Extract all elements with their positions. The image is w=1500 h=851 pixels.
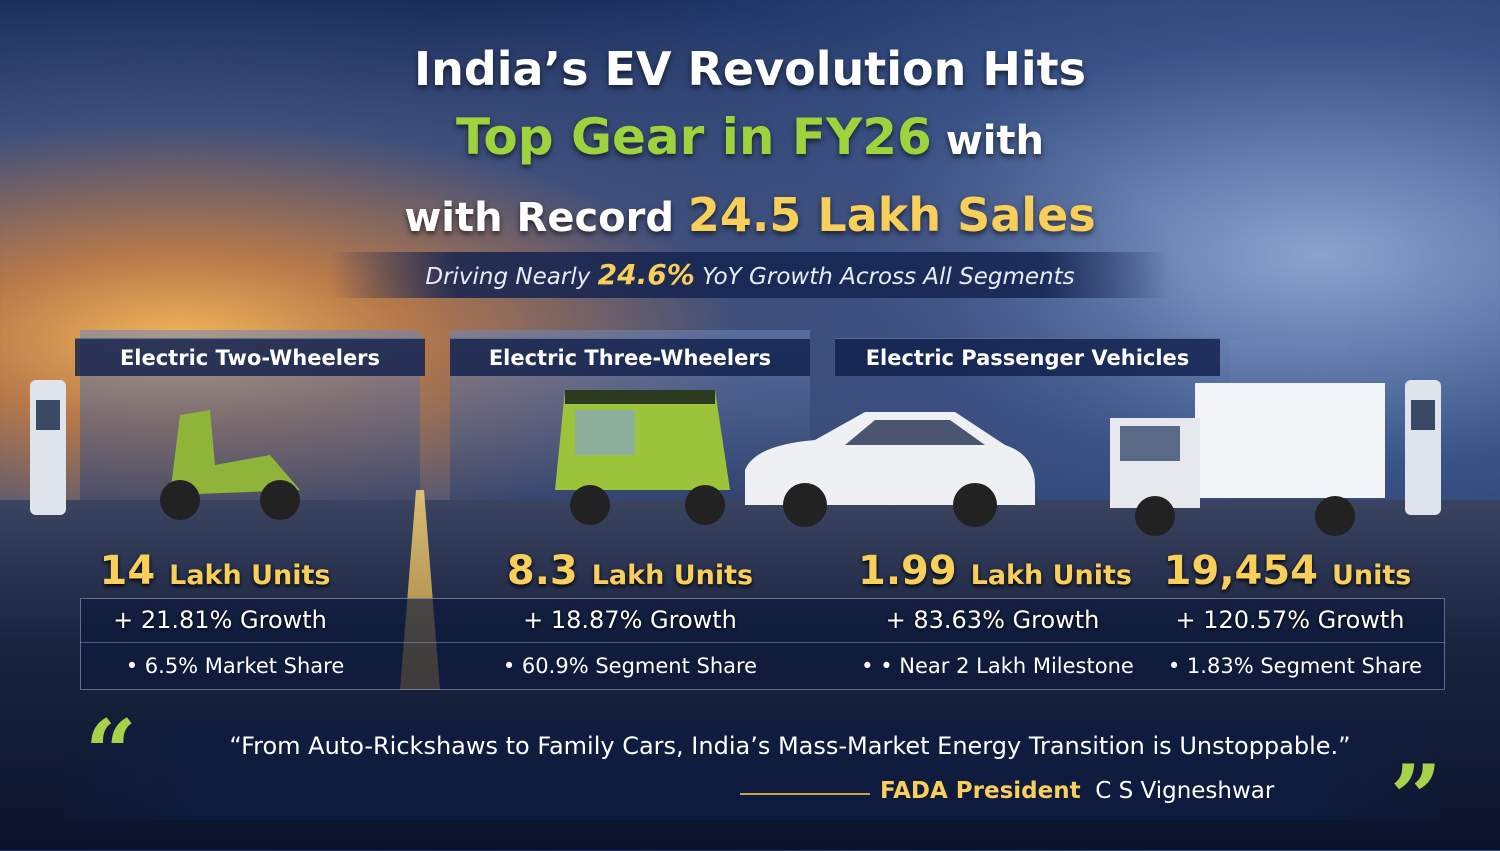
close-quote-icon: ” bbox=[1390, 745, 1442, 851]
category-three-wheelers: Electric Three-Wheelers bbox=[450, 338, 810, 376]
share-passenger: • • Near 2 Lakh Milestone bbox=[861, 654, 1134, 678]
subtitle-prefix: Driving Nearly bbox=[425, 264, 598, 290]
subtitle: Driving Nearly 24.6% YoY Growth Across A… bbox=[330, 252, 1170, 298]
stats-panel bbox=[80, 598, 1445, 690]
charging-station-icon bbox=[30, 380, 66, 515]
headline-sales: 24.5 Lakh Sales bbox=[687, 188, 1096, 242]
category-two-wheelers: Electric Two-Wheelers bbox=[75, 338, 425, 376]
attribution-line bbox=[740, 793, 870, 795]
units-label: Units bbox=[1331, 560, 1412, 591]
quote-band bbox=[60, 720, 1450, 820]
share-two-wheeler: • 6.5% Market Share bbox=[125, 654, 345, 678]
auto-rickshaw-icon bbox=[555, 390, 730, 525]
stat-two-wheeler-units: 14 Lakh Units bbox=[85, 548, 345, 594]
growth-three-wheeler: + 18.87% Growth bbox=[523, 606, 737, 634]
charging-station-icon bbox=[1405, 380, 1441, 515]
units-label: Lakh Units bbox=[169, 560, 331, 591]
headline-suffix: with bbox=[931, 118, 1045, 164]
subtitle-highlight: 24.6% bbox=[597, 258, 695, 291]
divider bbox=[80, 642, 1445, 643]
quote-text: “From Auto-Rickshaws to Family Cars, Ind… bbox=[229, 732, 1351, 760]
headline-highlight: Top Gear in FY26 bbox=[455, 108, 932, 166]
headline-line2: Top Gear in FY26 with bbox=[0, 108, 1500, 166]
quote-attribution: FADA President C S Vigneshwar bbox=[880, 778, 1274, 804]
growth-passenger: + 83.63% Growth bbox=[885, 606, 1100, 634]
electric-car-icon bbox=[745, 412, 1035, 527]
growth-two-wheeler: + 21.81% Growth bbox=[113, 606, 327, 634]
units-value: 8.3 bbox=[506, 548, 578, 594]
growth-commercial: + 120.57% Growth bbox=[1175, 606, 1405, 634]
units-value: 1.99 bbox=[857, 548, 957, 594]
scooter-icon bbox=[160, 410, 300, 520]
share-commercial: • 1.83% Segment Share bbox=[1167, 654, 1423, 678]
units-label: Lakh Units bbox=[970, 560, 1133, 591]
headline-prefix: with Record bbox=[404, 195, 688, 241]
attribution-name: C S Vigneshwar bbox=[1095, 778, 1275, 804]
stat-commercial-units: 19,454 Units bbox=[1155, 548, 1420, 594]
units-value: 14 bbox=[99, 548, 156, 594]
share-three-wheeler: • 60.9% Segment Share bbox=[502, 654, 758, 678]
headline-line3: with Record 24.5 Lakh Sales bbox=[0, 188, 1500, 242]
electric-truck-icon bbox=[1110, 383, 1385, 536]
stat-three-wheeler-units: 8.3 Lakh Units bbox=[490, 548, 770, 594]
units-value: 19,454 bbox=[1163, 548, 1319, 594]
attribution-role: FADA President bbox=[880, 778, 1081, 804]
subtitle-suffix: YoY Growth Across All Segments bbox=[694, 264, 1075, 290]
headline-line1: India’s EV Revolution Hits bbox=[414, 42, 1086, 96]
open-quote-icon: “ bbox=[85, 700, 137, 806]
units-label: Lakh Units bbox=[591, 560, 754, 591]
category-passenger-vehicles: Electric Passenger Vehicles bbox=[835, 338, 1220, 376]
stat-passenger-units: 1.99 Lakh Units bbox=[850, 548, 1140, 594]
